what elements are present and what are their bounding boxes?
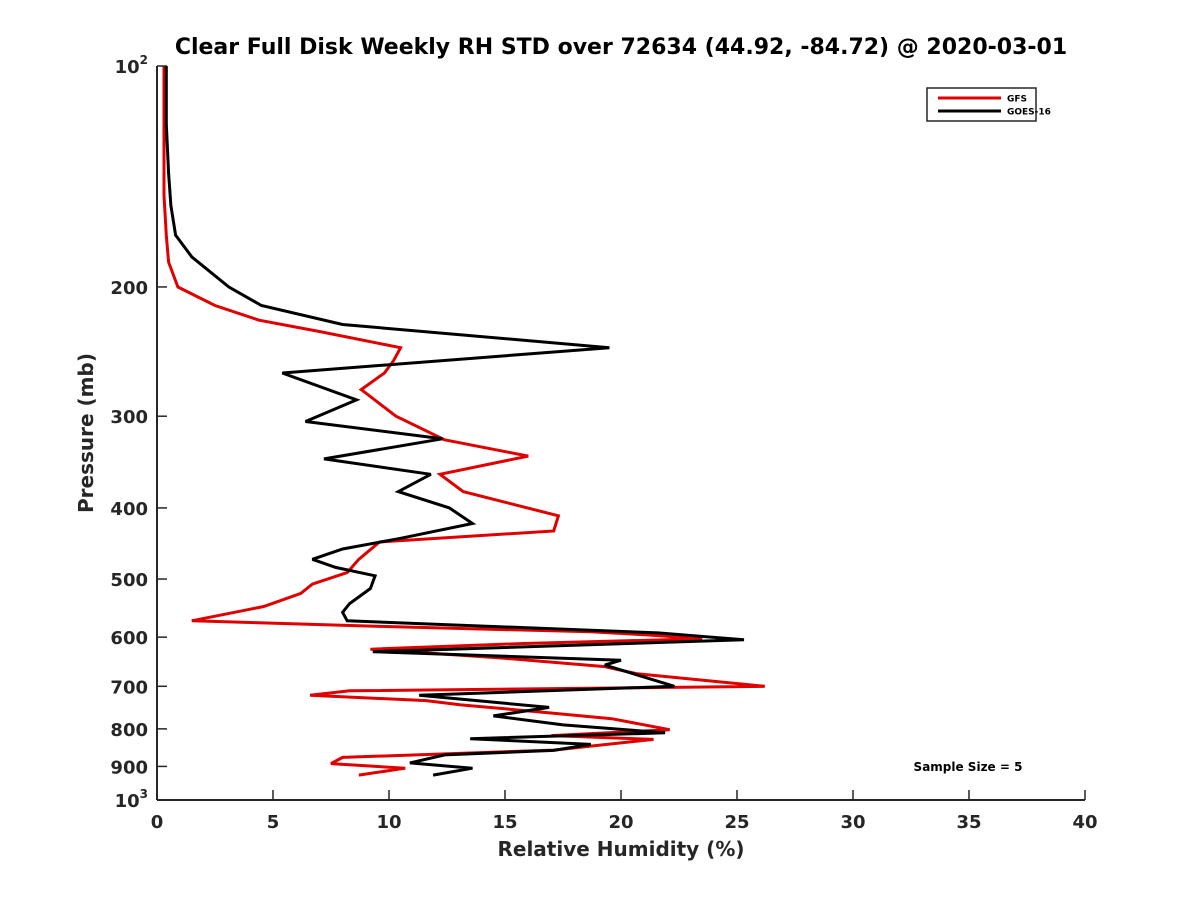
y-tick-label: 800 bbox=[110, 720, 148, 741]
legend: GFS GOES-16 bbox=[926, 87, 1051, 122]
y-tick-label: 102 bbox=[115, 53, 148, 78]
x-axis-label: Relative Humidity (%) bbox=[497, 837, 744, 861]
x-tick-label: 10 bbox=[376, 812, 401, 833]
y-tick-label: 900 bbox=[110, 757, 148, 778]
x-tick-label: 0 bbox=[151, 812, 164, 833]
legend-entries: GFS GOES-16 bbox=[938, 95, 1051, 118]
y-tick-label: 300 bbox=[110, 407, 148, 428]
y-ticks: 102 200 300 400 500 600 700 800 900 103 bbox=[110, 53, 167, 812]
x-tick-label: 35 bbox=[956, 812, 981, 833]
y-tick-label: 200 bbox=[110, 278, 148, 299]
y-tick-label: 103 bbox=[115, 787, 148, 812]
series-line-goes-16 bbox=[164, 66, 745, 777]
y-tick-label: 500 bbox=[110, 570, 148, 591]
plot-area: 0 5 10 15 20 25 30 35 40 102 200 300 400 500 600 700 80… bbox=[110, 53, 1097, 833]
series-line-gfs bbox=[162, 66, 765, 777]
y-tick-label: 400 bbox=[110, 499, 148, 520]
y-tick-label: 700 bbox=[110, 677, 148, 698]
x-tick-label: 25 bbox=[724, 812, 749, 833]
series-layer bbox=[162, 66, 765, 777]
x-tick-label: 5 bbox=[267, 812, 280, 833]
x-tick-label: 30 bbox=[840, 812, 865, 833]
y-axis-label: Pressure (mb) bbox=[74, 353, 98, 513]
chart-title: Clear Full Disk Weekly RH STD over 72634… bbox=[175, 35, 1067, 60]
x-tick-label: 15 bbox=[492, 812, 517, 833]
legend-label: GOES-16 bbox=[1007, 108, 1051, 118]
x-tick-label: 40 bbox=[1072, 812, 1097, 833]
x-ticks: 0 5 10 15 20 25 30 35 40 bbox=[151, 790, 1098, 833]
legend-box bbox=[926, 87, 1037, 122]
y-tick-label: 600 bbox=[110, 628, 148, 649]
sample-size-annotation: Sample Size = 5 bbox=[914, 760, 1023, 774]
x-tick-label: 20 bbox=[608, 812, 633, 833]
legend-label: GFS bbox=[1007, 95, 1027, 105]
